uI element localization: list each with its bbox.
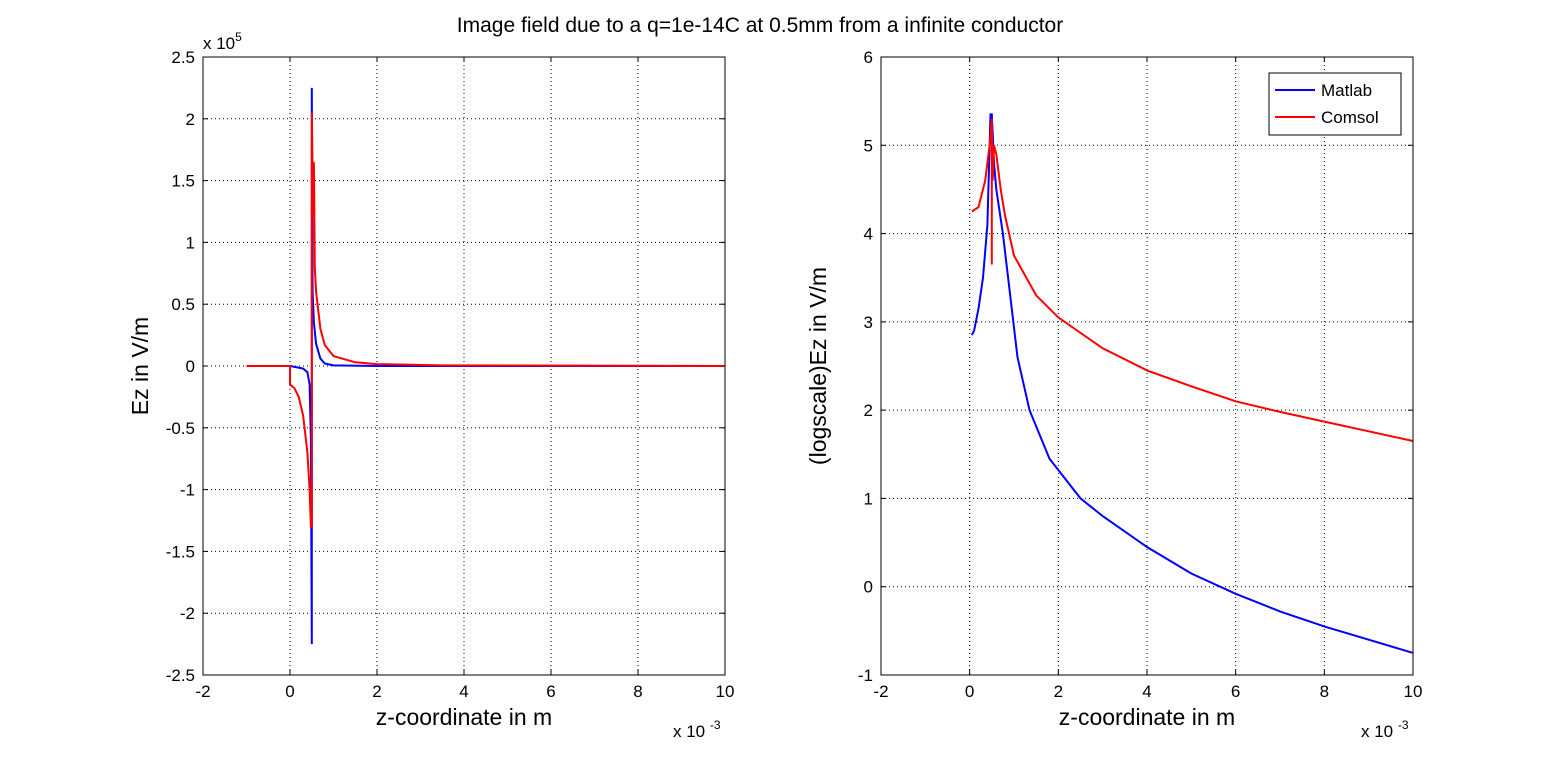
y-exponent-label: x 105: [203, 30, 242, 53]
x-tick-label: 4: [459, 682, 468, 701]
x-tick-label: 10: [1404, 682, 1423, 701]
y-tick-label: 0: [864, 578, 873, 597]
x-tick-label: 8: [1320, 682, 1329, 701]
y-tick-label: 1.5: [171, 172, 195, 191]
axes-box: [202, 56, 726, 676]
x-tick-label: 0: [285, 682, 294, 701]
y-tick-label: -2.5: [166, 666, 195, 685]
y-tick-label: 2: [186, 110, 195, 129]
left-plot: -2 0 2 4 6 8 10-2.5-2-1.5-1-0.500.511.522.5z-c…: [127, 30, 734, 741]
y-tick-label: 1: [864, 489, 873, 508]
y-tick-label: 0: [186, 357, 195, 376]
legend: Matlab Comsol: [1268, 72, 1402, 136]
x-exponent-label: x 10 -3: [1361, 718, 1409, 741]
y-tick-label: -0.5: [166, 419, 195, 438]
x-tick-label: 6: [546, 682, 555, 701]
y-tick-label: 5: [864, 136, 873, 155]
x-tick-label: 8: [633, 682, 642, 701]
y-tick-label: 2: [864, 401, 873, 420]
legend-box: [1268, 72, 1402, 136]
y-tick-label: 6: [864, 48, 873, 67]
y-tick-label: -1: [180, 481, 195, 500]
series-line-1: [246, 112, 726, 528]
y-tick-label: 3: [864, 313, 873, 332]
y-tick-label: 4: [864, 225, 873, 244]
figure-title: Image field due to a q=1e-14C at 0.5mm f…: [457, 14, 1063, 37]
x-tick-label: 0: [965, 682, 974, 701]
y-tick-label: 2.5: [171, 48, 195, 67]
series-line-matlab: [971, 113, 1414, 654]
y-tick-label: -2: [180, 604, 195, 623]
x-tick-label: 6: [1231, 682, 1240, 701]
axes-box: [880, 56, 1414, 676]
legend-label: Comsol: [1321, 108, 1379, 127]
y-tick-label: 1: [186, 233, 195, 252]
x-tick-label: 2: [372, 682, 381, 701]
legend-label: Matlab: [1321, 81, 1372, 100]
right-plot: -2 0 2 4 6 8 10 -1 0 1 2 3 4 5 6 z-coordinate in m (logs…: [805, 48, 1422, 741]
y-axis-label: (logscale)Ez in V/m: [805, 267, 831, 465]
x-axis-label: z-coordinate in m: [376, 704, 552, 730]
y-tick-label: 0.5: [171, 295, 195, 314]
x-tick-label: -2: [195, 682, 210, 701]
x-tick-label: 2: [1054, 682, 1063, 701]
x-exponent-label: x 10 -3: [673, 718, 721, 741]
series-line-comsol: [971, 118, 1414, 442]
x-tick-label: 10: [716, 682, 735, 701]
y-axis-label: Ez in V/m: [127, 317, 153, 415]
x-axis-label: z-coordinate in m: [1059, 704, 1235, 730]
x-tick-label: -2: [873, 682, 888, 701]
y-tick-label: -1.5: [166, 542, 195, 561]
y-tick-label: -1: [858, 666, 873, 685]
x-tick-label: 4: [1142, 682, 1151, 701]
